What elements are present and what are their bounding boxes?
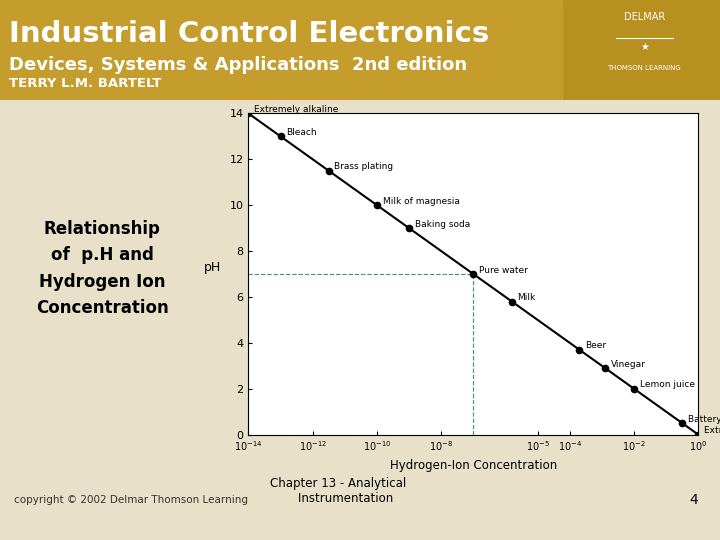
- Text: Relationship
of  p.H and
Hydrogen Ion
Concentration: Relationship of p.H and Hydrogen Ion Con…: [36, 220, 168, 317]
- X-axis label: Hydrogen-Ion Concentration: Hydrogen-Ion Concentration: [390, 459, 557, 472]
- Text: DELMAR: DELMAR: [624, 12, 665, 22]
- Text: Extremely alkaline: Extremely alkaline: [254, 105, 338, 114]
- Text: Bleach: Bleach: [286, 128, 317, 137]
- Text: Industrial Control Electronics: Industrial Control Electronics: [9, 20, 489, 48]
- Text: Pure water: Pure water: [479, 266, 528, 275]
- Y-axis label: pH: pH: [204, 261, 221, 274]
- Text: Chapter 13 - Analytical
    Instrumentation: Chapter 13 - Analytical Instrumentation: [270, 477, 407, 505]
- Bar: [0, 0, 562, 100]
- Text: Milk of magnesia: Milk of magnesia: [382, 197, 459, 206]
- Text: Milk: Milk: [518, 293, 536, 302]
- Text: 4: 4: [690, 493, 698, 507]
- Text: TERRY L.M. BARTELT: TERRY L.M. BARTELT: [9, 77, 161, 90]
- Text: Brass plating: Brass plating: [334, 163, 393, 171]
- Text: Battery acid: Battery acid: [688, 415, 720, 424]
- Text: Lemon juice: Lemon juice: [639, 380, 695, 389]
- Text: THOMSON LEARNING: THOMSON LEARNING: [608, 65, 681, 71]
- Text: Vinegar: Vinegar: [611, 360, 646, 369]
- Text: copyright © 2002 Delmar Thomson Learning: copyright © 2002 Delmar Thomson Learning: [14, 495, 248, 505]
- Text: Devices, Systems & Applications  2nd edition: Devices, Systems & Applications 2nd edit…: [9, 56, 467, 74]
- Text: ★: ★: [640, 42, 649, 52]
- Text: Extremely Acid: Extremely Acid: [704, 426, 720, 435]
- Text: Baking soda: Baking soda: [415, 220, 470, 229]
- Text: Beer: Beer: [585, 341, 606, 350]
